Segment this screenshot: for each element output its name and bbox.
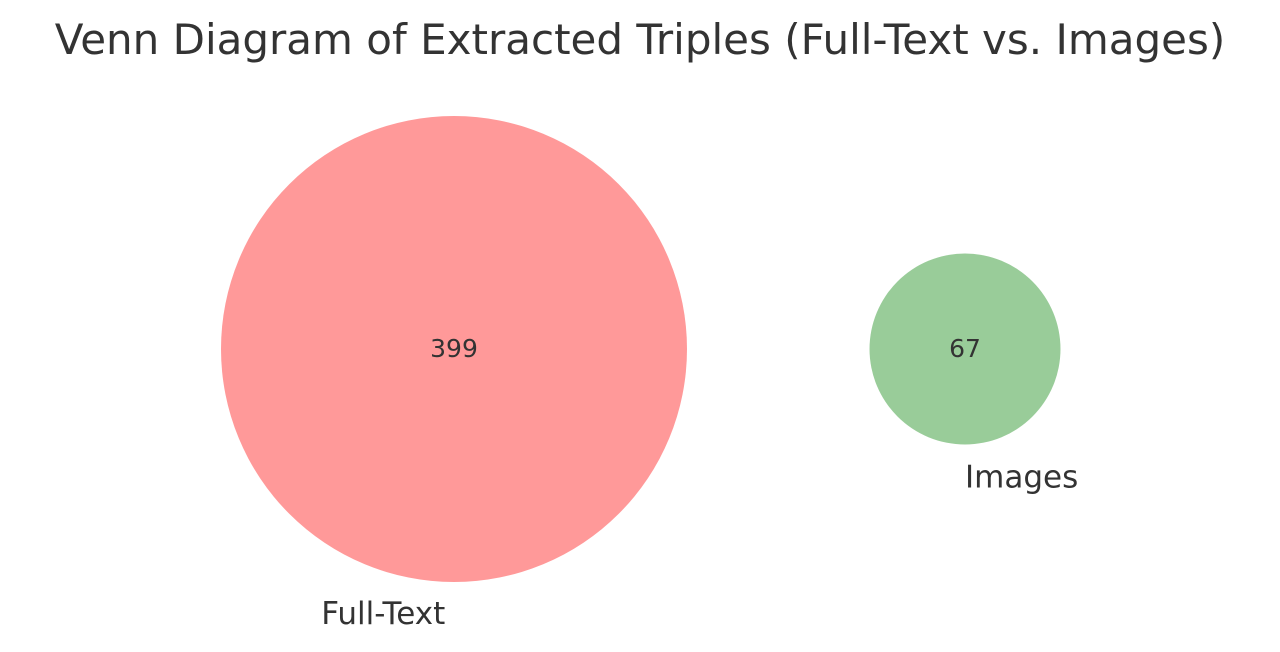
chart-title: Venn Diagram of Extracted Triples (Full-… bbox=[55, 15, 1226, 64]
full-text-set-circle bbox=[221, 116, 687, 582]
images-set-label: Images bbox=[965, 459, 1078, 495]
images-set-circle bbox=[869, 253, 1061, 445]
full-text-set-label: Full-Text bbox=[321, 596, 445, 632]
images-count-label: 67 bbox=[949, 334, 981, 363]
full-text-count-label: 399 bbox=[430, 334, 478, 363]
venn-layer: 399 Full-Text 67 Images bbox=[221, 116, 1078, 632]
